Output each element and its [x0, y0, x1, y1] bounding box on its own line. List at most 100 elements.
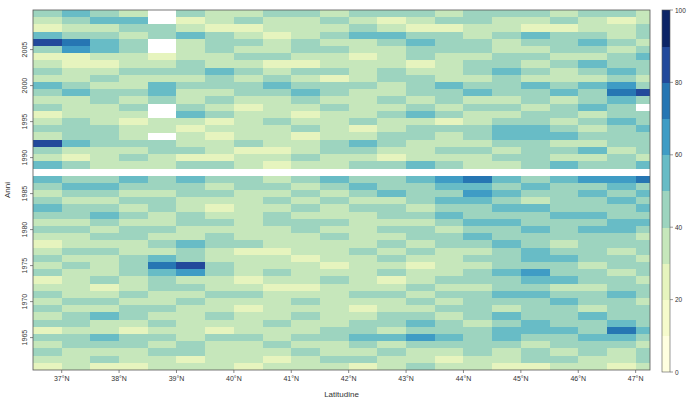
x-tick-label: 43°N — [398, 375, 414, 382]
cell — [349, 176, 378, 184]
cell — [62, 298, 91, 306]
cell — [234, 284, 263, 292]
cell — [205, 255, 234, 262]
cell — [234, 154, 263, 162]
cell — [291, 10, 320, 18]
cell — [463, 276, 492, 284]
cell — [234, 334, 263, 342]
cell — [320, 46, 349, 54]
cell — [607, 82, 636, 90]
cell — [234, 363, 263, 370]
cell — [521, 183, 550, 191]
cell — [205, 111, 234, 119]
cell — [176, 363, 205, 370]
cell — [263, 269, 292, 277]
cell — [578, 96, 607, 104]
cell — [119, 312, 148, 320]
cell — [33, 32, 62, 39]
cell — [607, 276, 636, 284]
cell — [463, 190, 492, 198]
cell — [263, 262, 292, 270]
cell — [377, 363, 406, 370]
cell — [148, 312, 177, 320]
cell — [176, 334, 205, 342]
cell — [550, 248, 579, 256]
cell — [607, 334, 636, 342]
cell — [406, 147, 435, 155]
cell — [90, 226, 119, 234]
cell — [62, 219, 91, 227]
cell — [377, 348, 406, 356]
cell — [550, 356, 579, 364]
cell — [148, 327, 177, 335]
cell — [578, 320, 607, 328]
cell — [607, 327, 636, 335]
x-tick — [406, 370, 407, 373]
cell — [205, 68, 234, 76]
cell — [205, 233, 234, 241]
cell — [435, 276, 464, 284]
cell — [320, 68, 349, 76]
cell — [406, 240, 435, 248]
cell — [377, 17, 406, 25]
cell — [521, 212, 550, 220]
cell — [291, 183, 320, 191]
cell — [406, 17, 435, 25]
cell — [62, 269, 91, 277]
cell — [492, 17, 521, 25]
cell — [62, 284, 91, 292]
cell — [291, 341, 320, 349]
cells — [33, 10, 650, 370]
cell — [607, 269, 636, 277]
cell — [550, 53, 579, 61]
cell — [636, 39, 650, 47]
cell — [521, 176, 550, 184]
cell — [492, 334, 521, 342]
cell — [492, 363, 521, 370]
cell — [33, 262, 62, 270]
cell — [377, 190, 406, 198]
cell — [636, 327, 650, 335]
cell — [90, 348, 119, 356]
cell — [263, 248, 292, 256]
cell — [377, 233, 406, 241]
cell — [263, 89, 292, 97]
cell — [521, 24, 550, 32]
cell — [119, 363, 148, 370]
cell — [176, 233, 205, 241]
cell — [148, 197, 177, 205]
cell — [607, 204, 636, 212]
cell — [263, 219, 292, 227]
cell — [349, 348, 378, 356]
cell — [263, 154, 292, 162]
y-tick — [30, 121, 33, 122]
cell — [205, 312, 234, 320]
cell — [33, 89, 62, 97]
cell — [521, 334, 550, 342]
colorbar-tick-label: 80 — [675, 79, 683, 86]
cell — [291, 60, 320, 68]
cell — [119, 39, 148, 47]
cell — [263, 68, 292, 76]
cell — [377, 226, 406, 234]
cell — [550, 341, 579, 349]
cell — [119, 204, 148, 212]
cell — [62, 154, 91, 162]
cell — [463, 82, 492, 90]
cell — [463, 334, 492, 342]
cell — [119, 46, 148, 54]
cell — [263, 60, 292, 68]
cell — [492, 219, 521, 227]
cell — [176, 276, 205, 284]
cell — [291, 140, 320, 148]
cell — [291, 219, 320, 227]
cell — [521, 68, 550, 76]
cell — [377, 89, 406, 97]
cell — [578, 197, 607, 205]
cell — [320, 32, 349, 39]
cell — [607, 39, 636, 47]
cell — [406, 305, 435, 313]
cell — [435, 39, 464, 47]
cell — [148, 82, 177, 90]
cell — [463, 262, 492, 270]
